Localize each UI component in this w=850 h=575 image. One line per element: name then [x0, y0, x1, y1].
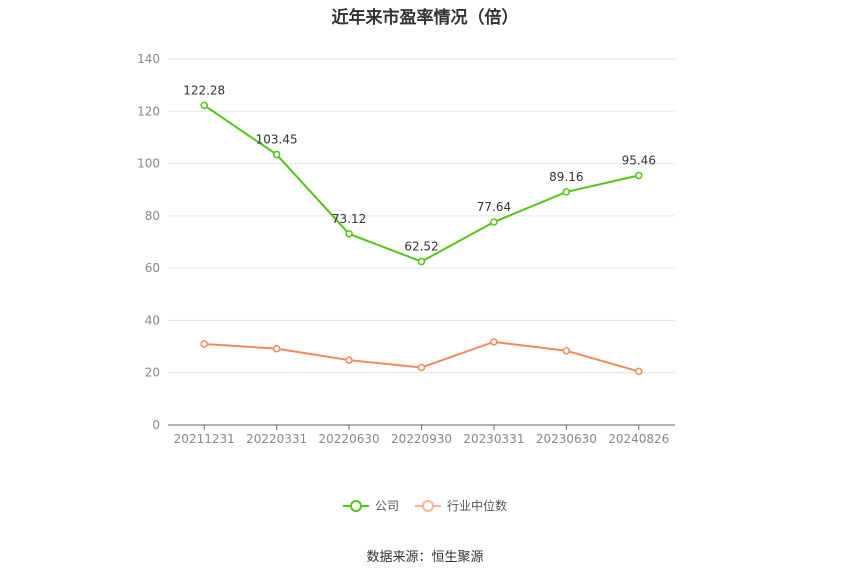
data-point-0[interactable]	[635, 171, 643, 180]
data-point-1[interactable]	[272, 344, 281, 353]
data-point-1[interactable]	[345, 356, 353, 364]
legend-industry-label: 行业中位数	[447, 499, 508, 513]
x-tick-label: 20240826	[608, 432, 669, 446]
legend-company-marker-icon	[342, 499, 369, 512]
x-tick-label: 20230630	[536, 432, 597, 446]
legend-item-industry-median[interactable]: 行业中位数	[415, 497, 507, 514]
legend-company-label: 公司	[374, 499, 399, 513]
data-point-0[interactable]	[417, 257, 426, 266]
x-tick-label: 20220331	[246, 432, 307, 446]
data-point-0[interactable]	[562, 188, 571, 196]
data-point-0[interactable]	[272, 150, 281, 159]
y-tick-label: 80	[145, 209, 160, 223]
x-tick-label: 20230331	[463, 432, 524, 446]
legend-item-company[interactable]: 公司	[342, 497, 399, 514]
y-tick-label: 120	[137, 104, 160, 118]
legend: 公司 行业中位数	[0, 497, 850, 514]
data-point-1[interactable]	[635, 367, 643, 376]
x-axis: 20211231 20220331 20220630 20220930 20230331…	[168, 424, 675, 446]
data-point-1[interactable]	[562, 347, 571, 355]
data-point-0[interactable]	[200, 101, 208, 110]
y-tick-label: 100	[137, 157, 160, 171]
x-tick-label: 20211231	[174, 432, 235, 446]
data-point-1[interactable]	[490, 338, 498, 346]
y-tick-label: 40	[145, 313, 160, 327]
data-source: 数据来源：恒生聚源	[366, 550, 484, 565]
data-label: 62.52	[404, 240, 438, 254]
y-tick-label: 60	[145, 261, 160, 275]
data-label: 122.28	[183, 83, 225, 97]
data-label: 89.16	[549, 170, 583, 184]
x-tick-label: 20220630	[319, 432, 380, 446]
data-label: 103.45	[256, 133, 298, 147]
data-point-0[interactable]	[490, 218, 498, 226]
chart-title: 近年来市盈率情况（倍）	[331, 8, 519, 28]
series-layer: 122.28 103.45 73.12 62.52 77.64 89.16 95.46	[183, 83, 656, 376]
y-axis-ticks: 0 20 40 60 80 100 120 140	[137, 52, 160, 432]
data-point-0[interactable]	[345, 230, 353, 238]
data-label: 77.64	[477, 200, 511, 214]
data-point-1[interactable]	[417, 363, 426, 372]
data-point-1[interactable]	[200, 340, 208, 348]
y-tick-label: 20	[145, 366, 160, 380]
data-label: 73.12	[332, 212, 366, 226]
y-tick-label: 0	[152, 418, 160, 432]
pe-line-chart: 0 20 40 60 80 100 120 140 20211231 20220331 20220…	[137, 52, 675, 446]
legend-industry-marker-icon	[415, 499, 441, 512]
grid-lines	[168, 58, 675, 374]
x-tick-label: 20220930	[391, 432, 452, 446]
data-label: 95.46	[622, 153, 656, 167]
y-tick-label: 140	[137, 52, 160, 66]
